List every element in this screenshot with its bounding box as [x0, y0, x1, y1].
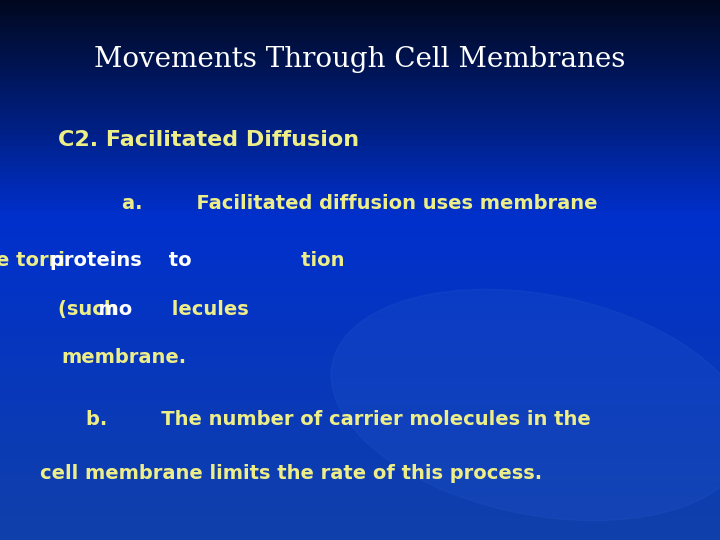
Text: b.        The number of carrier molecules in the: b. The number of carrier molecules in th…: [86, 410, 591, 429]
Text: mo: mo: [58, 300, 132, 319]
Text: C2. Facilitated Diffusion: C2. Facilitated Diffusion: [58, 130, 359, 150]
Text: e torri                                   tion: e torri tion: [0, 251, 345, 270]
Text: Movements Through Cell Membranes: Movements Through Cell Membranes: [94, 46, 626, 73]
Text: a.        Facilitated diffusion uses membrane: a. Facilitated diffusion uses membrane: [122, 194, 598, 213]
Text: cell membrane limits the rate of this process.: cell membrane limits the rate of this pr…: [40, 464, 541, 483]
Text: (such        lecules: (such lecules: [58, 300, 248, 319]
Ellipse shape: [331, 289, 720, 521]
Text: proteins    to: proteins to: [0, 251, 192, 270]
Text: membrane.: membrane.: [61, 348, 186, 367]
